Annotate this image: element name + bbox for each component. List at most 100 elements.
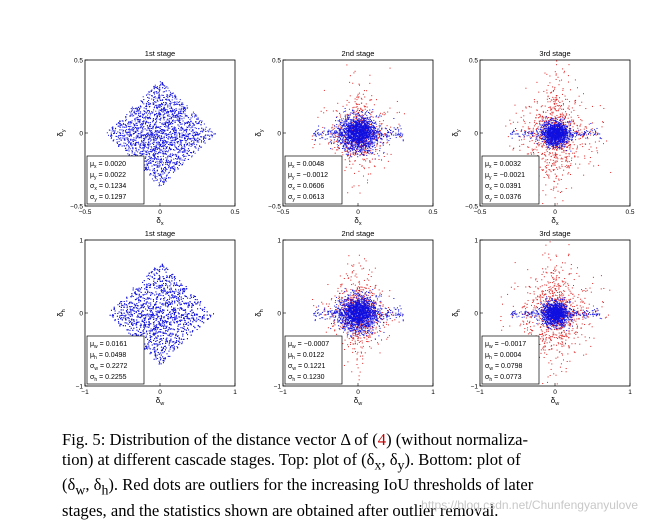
inlier-point [171,121,173,123]
inlier-point [339,128,341,130]
inlier-point [139,127,141,129]
inlier-point [152,154,154,156]
inlier-point [124,126,126,128]
outlier-point [362,146,364,148]
inlier-point [376,143,378,145]
inlier-point [167,161,169,163]
outlier-point [369,147,371,149]
inlier-point [148,106,150,108]
inlier-point [363,147,365,149]
outlier-point [373,104,375,106]
inlier-point [371,139,373,141]
inlier-point [372,134,374,136]
inlier-point [357,133,359,135]
inlier-point [142,135,144,137]
outlier-point [342,154,344,156]
inlier-point [178,151,180,153]
inlier-point [148,112,150,114]
inlier-point [342,146,344,148]
inlier-point [164,140,166,142]
inlier-point [149,124,151,126]
inlier-point [155,136,157,138]
inlier-point [371,135,373,137]
inlier-point [361,148,363,150]
inlier-point [162,145,164,147]
inlier-point [352,131,354,133]
inlier-point [341,124,343,126]
inlier-point [189,133,191,135]
inlier-point [376,135,378,137]
inlier-point [173,162,175,164]
inlier-point [365,123,367,125]
inlier-point [131,145,133,147]
inlier-point [122,120,124,122]
inlier-point [368,147,370,149]
outlier-point [361,116,363,118]
inlier-point [153,138,155,140]
inlier-point [120,143,122,145]
inlier-point [361,139,363,141]
outlier-point [328,143,330,145]
inlier-point [184,155,186,157]
inlier-point [152,125,154,127]
inlier-point [185,140,187,142]
inlier-point [189,123,191,125]
inlier-point [112,127,114,129]
inlier-point [198,134,200,136]
inlier-point [169,144,171,146]
inlier-point [184,122,186,124]
inlier-point [145,104,147,106]
inlier-point [214,133,216,135]
inlier-point [166,95,168,97]
inlier-point [363,121,365,123]
inlier-point [372,125,374,127]
inlier-point [175,96,177,98]
outlier-point [363,152,365,154]
inlier-point [145,112,147,114]
inlier-point [167,127,169,129]
inlier-point [153,180,155,182]
inlier-point [328,133,330,135]
inlier-point [168,171,170,173]
outlier-point [356,139,358,141]
inlier-point [195,121,197,123]
inlier-point [356,122,358,124]
inlier-point [157,130,159,132]
inlier-point [359,129,361,131]
inlier-point [145,120,147,122]
inlier-point [186,122,188,124]
inlier-point [363,132,365,134]
inlier-point [350,120,352,122]
inlier-point [140,145,142,147]
inlier-point [386,137,388,139]
inlier-point [186,140,188,142]
inlier-point [143,145,145,147]
inlier-point [180,112,182,114]
outlier-point [348,132,350,134]
inlier-point [175,108,177,110]
inlier-point [165,166,167,168]
inlier-point [371,132,373,134]
inlier-point [182,120,184,122]
outlier-point [349,161,351,163]
inlier-point [369,112,371,114]
outlier-point [349,116,351,118]
inlier-point [177,115,179,117]
inlier-point [362,126,364,128]
inlier-point [343,146,345,148]
inlier-point [357,146,359,148]
outlier-point [344,150,346,152]
inlier-point [181,139,183,141]
inlier-point [119,123,121,125]
inlier-point [359,139,361,141]
inlier-point [157,173,159,175]
inlier-point [147,118,149,120]
inlier-point [337,138,339,140]
inlier-point [158,114,160,116]
inlier-point [154,131,156,133]
inlier-point [361,138,363,140]
inlier-point [165,157,167,159]
outlier-point [371,158,373,160]
inlier-point [363,145,365,147]
inlier-point [345,125,347,127]
